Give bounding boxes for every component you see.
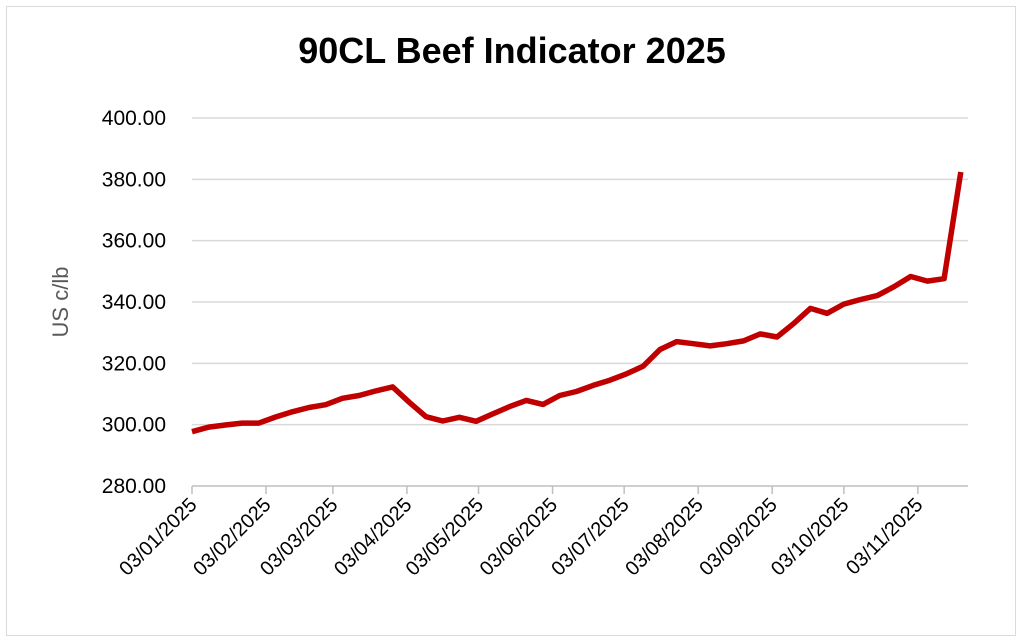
x-tick-label: 03/07/2025 [547,494,633,580]
x-tick-label: 03/10/2025 [767,494,853,580]
gridlines [192,117,968,426]
x-tick-label: 03/01/2025 [115,494,201,580]
y-tick-label: 400.00 [102,107,166,130]
y-tick-label: 380.00 [102,168,166,191]
series-group [191,171,964,435]
y-axis-label: US c/lb [48,267,73,338]
y-tick-label: 340.00 [102,291,166,314]
y-tick-label: 300.00 [102,414,166,437]
y-tick-label: 280.00 [102,475,166,498]
x-axis: 03/01/202503/02/202503/03/202503/04/2025… [115,485,968,580]
x-tick-label: 03/05/2025 [402,494,488,580]
y-tick-label: 360.00 [102,230,166,253]
chart-frame [6,6,1016,636]
y-axis-ticks: 280.00 300.00 320.00 340.00 360.00 380.00 400.… [102,107,166,498]
y-tick-label: 320.00 [102,352,166,375]
chart-title: 90CL Beef Indicator 2025 [298,30,726,71]
x-tick-label: 03/11/2025 [842,494,927,579]
series-line [191,171,964,435]
x-tick-label: 03/08/2025 [621,494,707,580]
